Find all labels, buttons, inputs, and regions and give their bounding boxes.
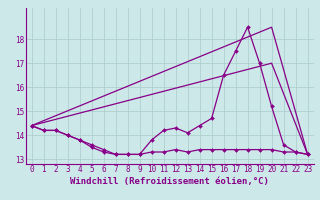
X-axis label: Windchill (Refroidissement éolien,°C): Windchill (Refroidissement éolien,°C) bbox=[70, 177, 269, 186]
